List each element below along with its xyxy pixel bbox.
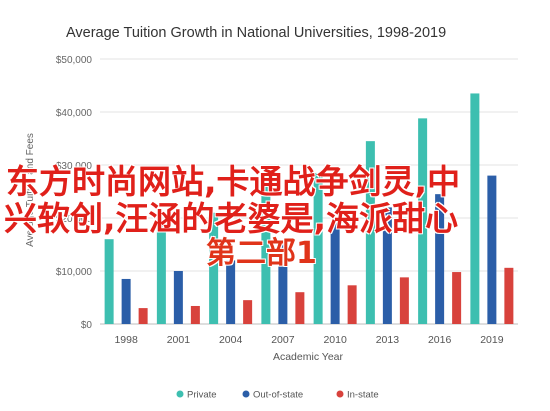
y-tick-labels: $0 $10,000 $20,000 $30,000 $40,000 $50,000: [56, 55, 93, 331]
bar-private-2007: [261, 186, 271, 324]
bar-private-2001: [156, 225, 166, 324]
grid-lines: [100, 58, 518, 325]
legend-marker: [336, 390, 344, 398]
bar-out-of-state-2004: [226, 260, 236, 324]
bar-out-of-state-2001: [173, 271, 183, 324]
bar-private-2013: [365, 141, 375, 324]
y-tick-label: $30,000: [56, 161, 93, 172]
bar-out-of-state-2013: [382, 207, 392, 324]
bar-out-of-state-2016: [435, 194, 445, 324]
y-tick-label: $50,000: [56, 55, 93, 66]
y-tick-label: $10,000: [56, 267, 93, 278]
legend: Private Out-of-state In-state: [176, 390, 379, 401]
y-tick-label: $0: [81, 320, 93, 331]
bars: [104, 93, 514, 324]
bar-private-2004: [209, 212, 219, 324]
y-tick-label: $40,000: [56, 108, 93, 119]
legend-label: Out-of-state: [253, 390, 303, 401]
bar-out-of-state-1998: [121, 278, 131, 324]
legend-marker: [242, 390, 250, 398]
y-axis-label: Average Tuition and Fees: [25, 133, 36, 247]
legend-label: In-state: [347, 390, 379, 401]
x-tick-label: 2010: [323, 334, 347, 346]
bar-private-2019: [470, 93, 480, 324]
bar-in-state-2013: [399, 277, 409, 324]
bar-in-state-2010: [347, 285, 357, 324]
x-axis-label: Academic Year: [273, 351, 344, 363]
x-tick-label: 2013: [376, 334, 400, 346]
x-tick-label: 2019: [480, 334, 504, 346]
bar-in-state-2004: [243, 300, 253, 324]
bar-private-1998: [104, 239, 114, 324]
bar-in-state-2019: [504, 267, 514, 324]
x-tick-label: 2007: [271, 334, 295, 346]
bar-out-of-state-2010: [330, 223, 340, 324]
y-tick-label: $20,000: [56, 214, 93, 225]
bar-private-2016: [418, 118, 428, 324]
x-tick-label: 2001: [167, 334, 191, 346]
x-tick-labels: 1998 2001 2004 2007 2010 2013 2016 2019: [114, 334, 503, 346]
bar-out-of-state-2019: [487, 175, 497, 324]
bar-in-state-1998: [138, 308, 148, 324]
x-tick-label: 2016: [428, 334, 452, 346]
x-tick-label: 1998: [114, 334, 138, 346]
x-tick-label: 2004: [219, 334, 243, 346]
legend-label: Private: [187, 390, 217, 401]
bar-private-2010: [313, 172, 323, 324]
bar-in-state-2001: [190, 305, 200, 324]
chart-title: Average Tuition Growth in National Unive…: [66, 25, 446, 41]
bar-in-state-2016: [452, 272, 462, 324]
legend-marker: [176, 390, 184, 398]
bar-out-of-state-2007: [278, 241, 288, 324]
bar-in-state-2007: [295, 292, 305, 324]
